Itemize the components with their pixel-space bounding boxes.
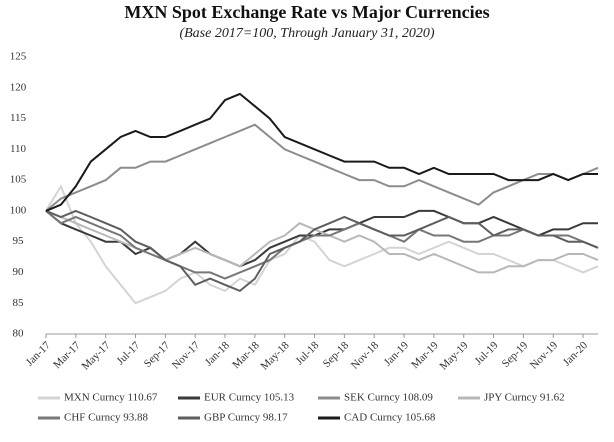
x-tick-label: Sep-18 <box>321 339 352 370</box>
x-tick-label: Jan-20 <box>561 339 591 369</box>
y-tick-label: 80 <box>13 328 25 340</box>
x-tick-label: May-17 <box>79 339 112 372</box>
series-line <box>45 123 599 212</box>
x-tick-label: Jan-17 <box>24 339 54 369</box>
x-tick-label: Sep-17 <box>142 339 173 370</box>
legend-label: CAD Curncy 105.68 <box>344 412 436 424</box>
x-tick-label: Mar-19 <box>409 339 441 371</box>
x-tick-label: Jul-17 <box>114 339 142 367</box>
y-tick-label: 100 <box>10 204 27 216</box>
legend-label: GBP Curncy 98.17 <box>204 412 288 424</box>
y-tick-label: 125 <box>10 51 27 63</box>
legend-label: CHF Curncy 93.88 <box>64 412 149 424</box>
series-line <box>45 184 599 305</box>
y-tick-label: 115 <box>10 112 27 124</box>
legend-label: EUR Curncy 105.13 <box>204 392 295 404</box>
x-tick-label: Nov-19 <box>528 339 561 372</box>
y-tick-label: 120 <box>10 81 27 93</box>
x-tick-label: Jan-19 <box>382 339 412 369</box>
x-tick-label: May-19 <box>438 339 471 372</box>
x-tick-label: Nov-17 <box>170 339 203 372</box>
y-tick-label: 110 <box>10 143 27 155</box>
series-line <box>45 92 598 212</box>
y-tick-label: 95 <box>13 235 25 247</box>
y-tick-label: 105 <box>10 174 27 186</box>
y-tick-label: 85 <box>13 297 25 309</box>
series-line <box>45 209 598 268</box>
x-tick-label: Sep-19 <box>500 339 531 370</box>
series-line <box>45 209 599 293</box>
legend-label: JPY Curncy 91.62 <box>484 392 565 404</box>
series-line <box>45 210 599 280</box>
legend-label: MXN Curncy 110.67 <box>64 392 158 404</box>
x-tick-label: Jan-18 <box>203 339 233 369</box>
x-tick-label: Mar-18 <box>230 339 262 371</box>
x-tick-label: Jul-18 <box>294 339 322 367</box>
y-tick-label: 90 <box>13 266 25 278</box>
x-tick-label: Jul-19 <box>473 339 501 367</box>
chart-title: MXN Spot Exchange Rate vs Major Currenci… <box>124 2 489 22</box>
legend-label: SEK Curncy 108.09 <box>344 392 433 404</box>
chart-subtitle: (Base 2017=100, Through January 31, 2020… <box>179 26 434 41</box>
x-tick-label: Nov-18 <box>349 339 382 372</box>
x-tick-label: May-18 <box>259 339 292 372</box>
x-tick-label: Mar-17 <box>51 339 83 371</box>
